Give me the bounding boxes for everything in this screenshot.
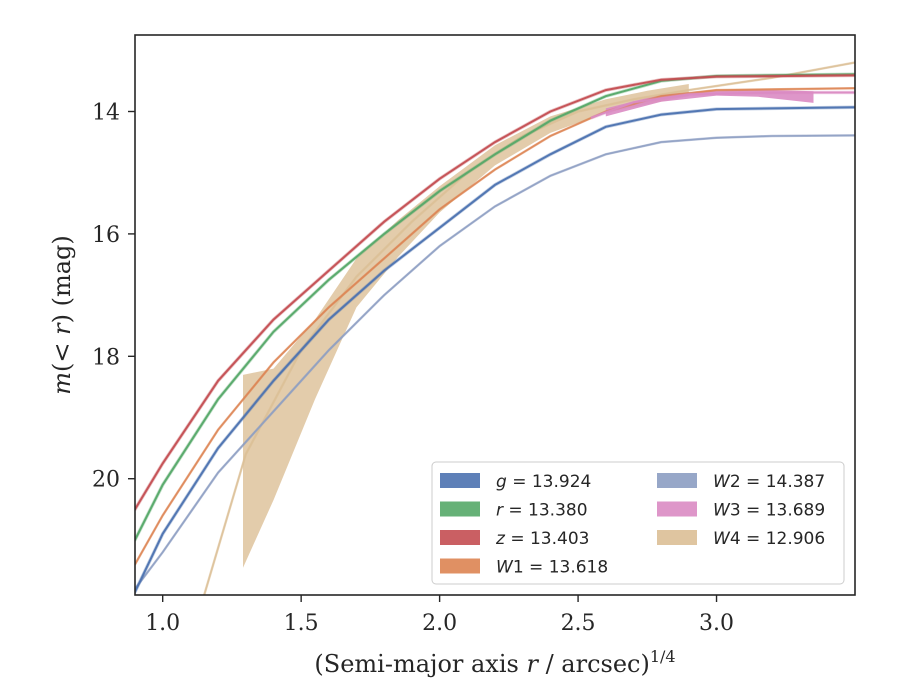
- legend-label-w2: W2 = 14.387: [713, 472, 825, 492]
- legend-label-z: z = 13.403: [495, 529, 589, 549]
- legend-swatch-w4: [657, 530, 697, 545]
- y-tick-label: 16: [92, 223, 120, 248]
- series-line-w3: [590, 91, 855, 119]
- plot-frame: [134, 34, 856, 596]
- legend-swatch-z: [440, 530, 480, 545]
- x-axis-ticks: 1.0 1.5 2.0 2.5 3.0: [145, 595, 734, 636]
- y-axis-label: m(< r) (mag): [48, 235, 76, 395]
- x-tick-label: 2.0: [422, 611, 457, 636]
- x-tick-label: 3.0: [699, 611, 734, 636]
- series-line-w1: [135, 87, 855, 566]
- legend-label-r: r = 13.380: [496, 501, 588, 521]
- y-axis-ticks: 14 16 18 20: [92, 101, 135, 493]
- x-tick-label: 1.5: [284, 611, 319, 636]
- series-line-z: [135, 74, 855, 511]
- legend-swatch-g: [440, 473, 480, 488]
- legend-swatch-w2: [657, 473, 697, 488]
- legend-label-w4: W4 = 12.906: [713, 529, 825, 549]
- series-line-w2: [135, 134, 855, 590]
- series-lines: [135, 61, 855, 595]
- x-tick-label: 1.0: [145, 611, 180, 636]
- band-w4: [243, 84, 689, 568]
- y-tick-label: 14: [92, 101, 120, 126]
- x-axis-label: (Semi-major axis r / arcsec)1/4: [314, 647, 675, 678]
- x-tick-label: 2.5: [561, 611, 596, 636]
- legend: g = 13.924 r = 13.380 z = 13.403 W1 = 13.61…: [431, 461, 845, 585]
- legend-swatch-w1: [440, 558, 480, 574]
- series-line-g: [135, 106, 855, 593]
- y-tick-label: 20: [92, 468, 120, 493]
- legend-frame: [431, 461, 845, 585]
- legend-swatch-w3: [657, 501, 697, 517]
- series-line-r: [135, 73, 855, 541]
- legend-swatch-r: [440, 501, 480, 517]
- legend-label-w3: W3 = 13.689: [713, 501, 825, 521]
- legend-label-w1: W1 = 13.618: [496, 558, 608, 578]
- y-tick-label: 18: [92, 345, 120, 370]
- legend-label-g: g = 13.924: [496, 472, 591, 492]
